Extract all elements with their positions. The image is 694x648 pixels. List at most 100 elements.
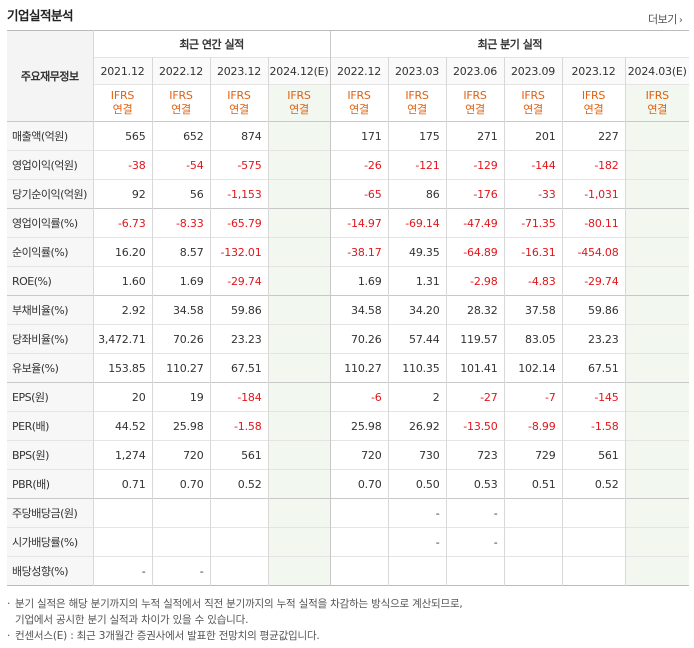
footnote-quarterly-line1: 분기 실적은 해당 분기까지의 누적 실적에서 직전 분기까지의 누적 실적을 … — [15, 598, 463, 610]
table-cell — [503, 527, 563, 557]
table-cell — [624, 440, 690, 470]
table-cell — [624, 527, 690, 557]
table-row: 영업이익(억원) -38 -54 -575 -26 -121 -129 -144 -182 — [7, 150, 690, 180]
table-cell — [624, 237, 690, 267]
table-row: 시가배당률(%) - - — [7, 527, 690, 557]
table-cell — [329, 498, 389, 528]
basis-header: IFRS 연결 — [387, 84, 447, 122]
footnote-quarterly: 분기 실적은 해당 분기까지의 누적 실적에서 직전 분기까지의 누적 실적을 … — [7, 596, 463, 628]
table-cell: -47.49 — [445, 208, 505, 238]
table-cell: -8.33 — [151, 208, 210, 238]
basis-standard: IFRS — [110, 89, 135, 102]
basis-header: IFRS 연결 — [92, 84, 152, 122]
table-cell: 8.57 — [151, 237, 210, 267]
table-cell: -6 — [329, 382, 389, 412]
basis-standard: IFRS — [581, 89, 606, 102]
basis-consolidation: 연결 — [112, 103, 133, 116]
table-cell: -132.01 — [209, 237, 268, 267]
table-cell: 67.51 — [561, 353, 626, 383]
row-label: 당기순이익(억원) — [7, 179, 93, 209]
row-label: 주당배당금(원) — [7, 498, 93, 528]
table-row: 배당성향(%) - - — [7, 556, 690, 586]
more-label: 더보기 — [648, 13, 677, 26]
table-cell: 561 — [561, 440, 626, 470]
basis-consolidation: 연결 — [523, 103, 543, 116]
more-link[interactable]: 더보기 › — [648, 11, 683, 27]
table-cell: 26.92 — [387, 411, 447, 441]
table-cell — [267, 237, 331, 267]
table-row: 당좌비율(%) 3,472.71 70.26 23.23 70.26 57.44 119.5… — [7, 324, 690, 354]
table-cell: 3,472.71 — [92, 324, 152, 354]
basis-header: IFRS 연결 — [561, 84, 626, 122]
row-label: PER(배) — [7, 411, 93, 441]
row-label: 순이익률(%) — [7, 237, 93, 267]
table-cell — [624, 498, 690, 528]
table-cell: -13.50 — [445, 411, 505, 441]
table-cell: 44.52 — [92, 411, 152, 441]
basis-standard: IFRS — [169, 89, 193, 102]
table-row: EPS(원) 20 19 -184 -6 2 -27 -7 -145 — [7, 382, 690, 412]
table-cell: 0.50 — [387, 469, 447, 499]
table-cell — [267, 353, 331, 383]
row-label: 영업이익률(%) — [7, 208, 93, 238]
basis-consolidation: 연결 — [465, 103, 485, 116]
basis-consolidation: 연결 — [171, 103, 191, 116]
table-cell — [267, 324, 331, 354]
table-cell: 0.71 — [92, 469, 152, 499]
table-row: ROE(%) 1.60 1.69 -29.74 1.69 1.31 -2.98 -4.83 -2… — [7, 266, 690, 296]
table-cell: 723 — [445, 440, 505, 470]
period-header: 2024.03(E) — [624, 57, 690, 85]
table-cell: -27 — [445, 382, 505, 412]
table-cell — [561, 527, 626, 557]
table-cell — [267, 208, 331, 238]
table-cell: 0.53 — [445, 469, 505, 499]
basis-consolidation: 연결 — [407, 103, 427, 116]
table-cell — [267, 179, 331, 209]
table-cell — [624, 353, 690, 383]
table-cell — [624, 469, 690, 499]
table-cell — [209, 527, 268, 557]
table-cell: 59.86 — [209, 295, 268, 325]
table-cell: 34.58 — [151, 295, 210, 325]
period-header: 2022.12 — [329, 57, 389, 85]
table-cell: -38 — [92, 150, 152, 180]
table-cell: 101.41 — [445, 353, 505, 383]
footnote-quarterly-line2: 기업에서 공시한 분기 실적과 차이가 있을 수 있습니다. — [15, 614, 249, 626]
table-cell — [445, 556, 505, 586]
basis-header: IFRS 연결 — [267, 84, 331, 122]
table-cell: 730 — [387, 440, 447, 470]
basis-header: IFRS 연결 — [503, 84, 563, 122]
table-cell: -29.74 — [209, 266, 268, 296]
row-label: 부채비율(%) — [7, 295, 93, 325]
table-cell — [267, 440, 331, 470]
basis-consolidation: 연결 — [583, 103, 604, 116]
row-label: PBR(배) — [7, 469, 93, 499]
table-cell: 56 — [151, 179, 210, 209]
table-cell: 83.05 — [503, 324, 563, 354]
table-cell — [329, 527, 389, 557]
basis-standard: IFRS — [287, 89, 311, 102]
period-header: 2024.12(E) — [267, 57, 331, 85]
table-cell: -1,031 — [561, 179, 626, 209]
table-cell: 34.20 — [387, 295, 447, 325]
table-cell — [624, 266, 690, 296]
table-row: 당기순이익(억원) 92 56 -1,153 -65 86 -176 -33 -1,031 — [7, 179, 690, 209]
period-header: 2023.06 — [445, 57, 505, 85]
table-cell — [267, 556, 331, 586]
basis-standard: IFRS — [463, 89, 487, 102]
table-cell: -129 — [445, 150, 505, 180]
table-cell: 0.70 — [329, 469, 389, 499]
table-cell: -182 — [561, 150, 626, 180]
table-cell: 23.23 — [209, 324, 268, 354]
basis-standard: IFRS — [347, 89, 371, 102]
table-cell — [624, 150, 690, 180]
table-cell: 175 — [387, 121, 447, 151]
row-label: 매출액(억원) — [7, 121, 93, 151]
row-header-label: 주요재무정보 — [7, 30, 93, 122]
table-cell: -7 — [503, 382, 563, 412]
table-cell: -65.79 — [209, 208, 268, 238]
table-cell: -121 — [387, 150, 447, 180]
table-cell — [267, 150, 331, 180]
table-cell: -29.74 — [561, 266, 626, 296]
table-row: 순이익률(%) 16.20 8.57 -132.01 -38.17 49.35 -64.89… — [7, 237, 690, 267]
